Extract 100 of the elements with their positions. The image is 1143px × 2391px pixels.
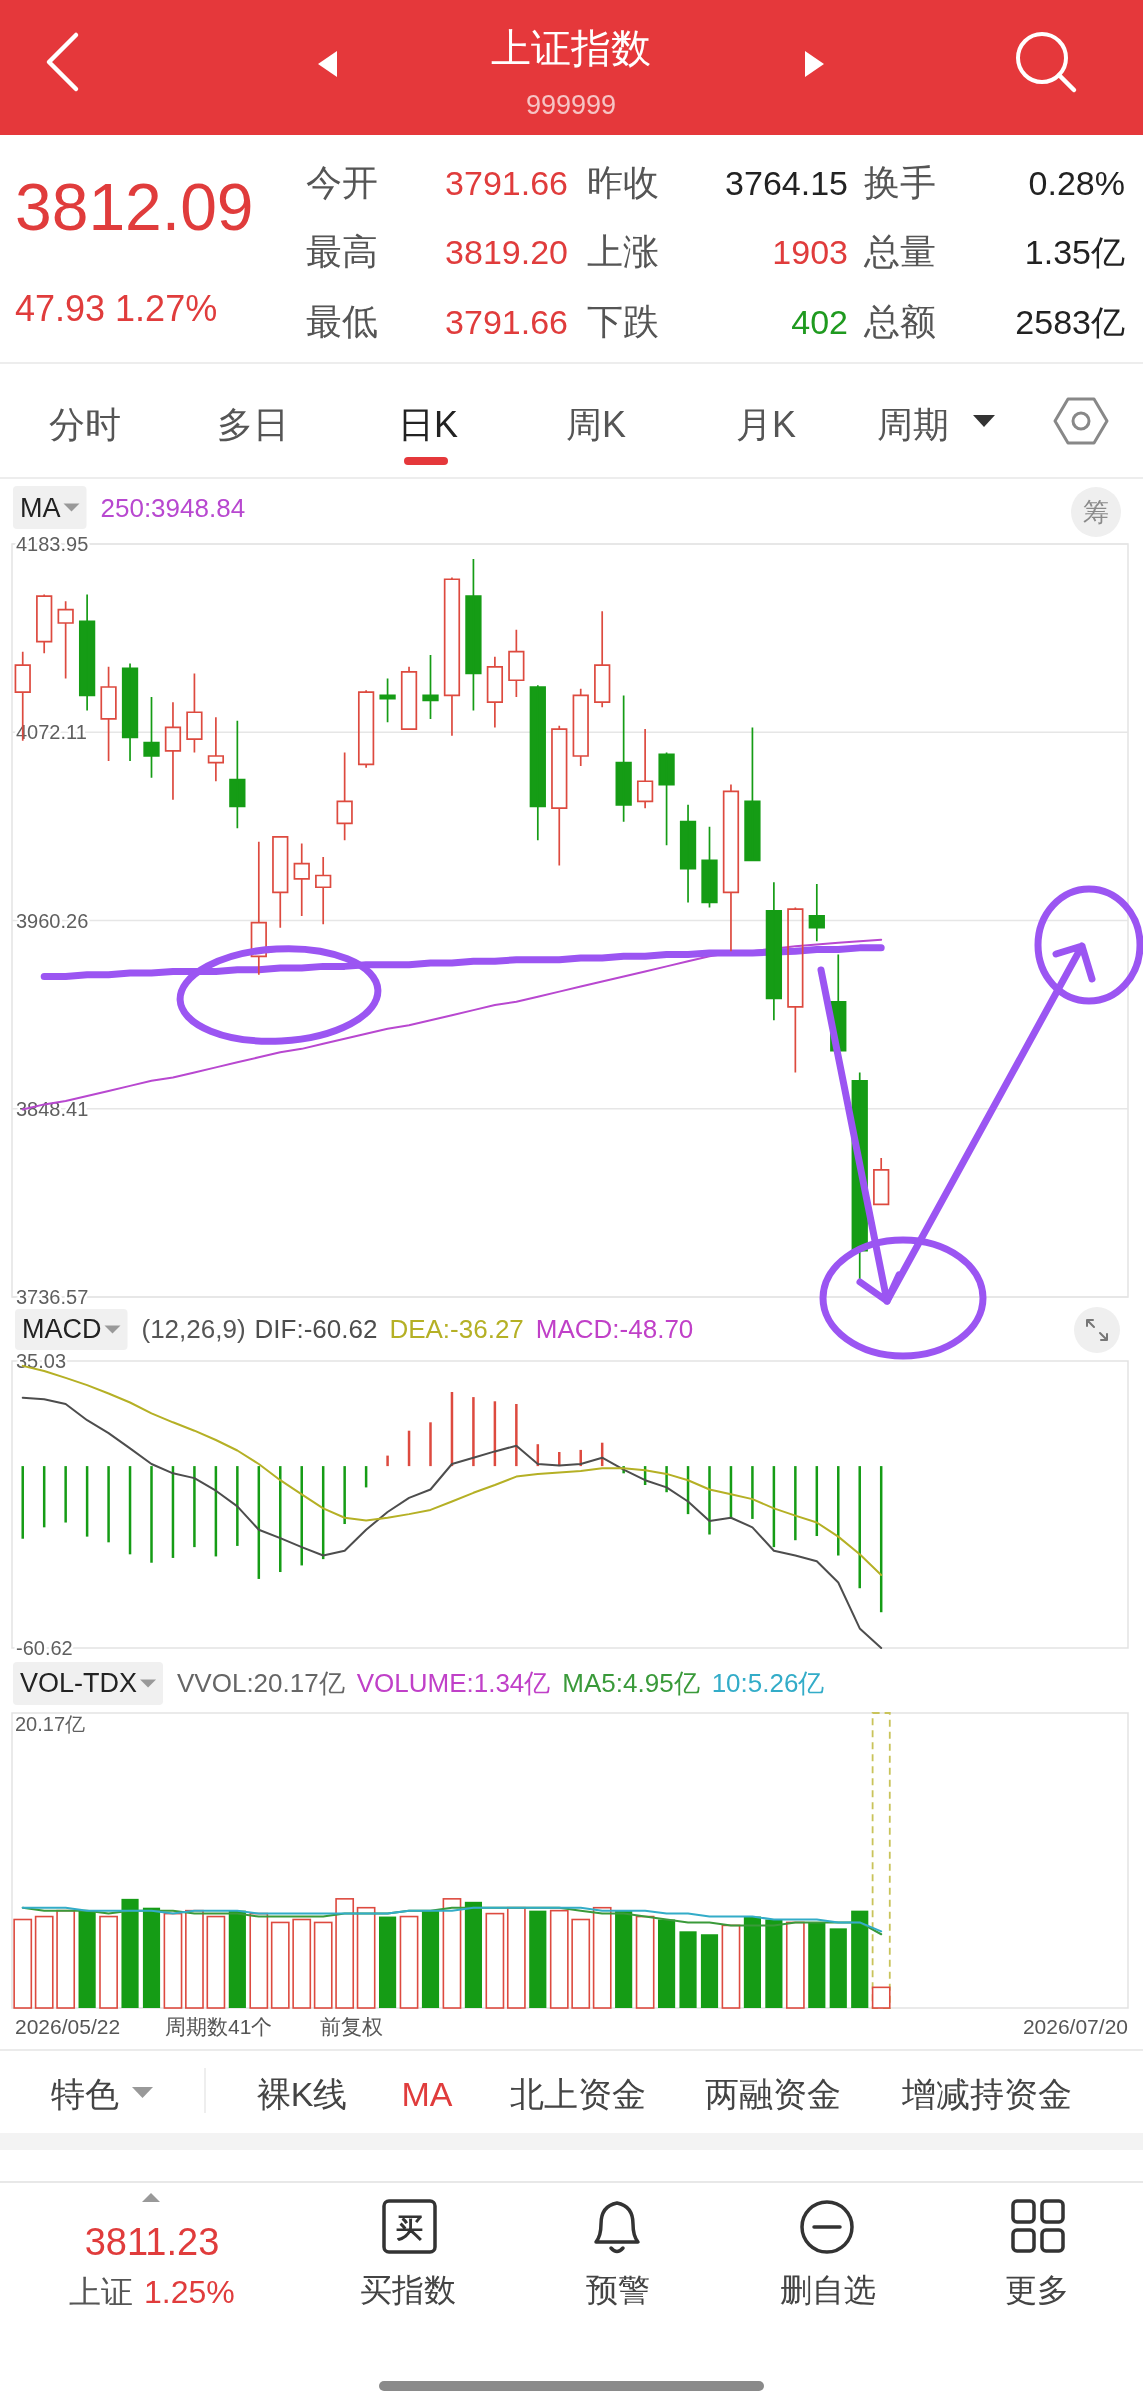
bar <box>721 1924 741 2009</box>
candlestick <box>36 593 53 655</box>
candlestick <box>701 825 718 909</box>
bar <box>635 1915 655 2009</box>
candlestick <box>465 558 482 712</box>
bar <box>679 1931 697 2008</box>
annotation: 20.17亿 <box>15 1713 86 1735</box>
text: 上证指数 <box>491 26 651 70</box>
bar <box>751 1466 754 1519</box>
y-tick-label: 3960.26 <box>16 909 89 932</box>
text: 前复权 <box>320 2015 383 2038</box>
bar <box>378 1916 397 2008</box>
y-tick-label: 3736.57 <box>16 1286 89 1308</box>
text: 周期数41个 <box>165 2015 273 2038</box>
bar <box>421 1910 440 2008</box>
bar <box>442 1898 462 2009</box>
text: 日K <box>397 404 459 445</box>
text: 裸K线 <box>256 2075 348 2113</box>
text: 999999 <box>525 90 617 120</box>
text: 最低 <box>306 301 378 342</box>
candlestick <box>873 1157 890 1206</box>
candlestick <box>679 803 697 904</box>
candlestick <box>658 751 675 847</box>
text: 上涨 <box>587 231 659 272</box>
bar <box>515 1404 518 1467</box>
bar <box>193 1466 196 1548</box>
text: 2026/05/22 <box>15 2015 121 2038</box>
bar <box>163 1912 183 2009</box>
text: 3764.15 <box>725 164 848 202</box>
bar <box>270 1921 290 2009</box>
candlestick <box>78 593 96 712</box>
text: 预警 <box>586 2272 650 2308</box>
text: 402 <box>791 303 848 341</box>
text: 1903 <box>772 233 848 271</box>
bar <box>150 1466 153 1563</box>
bar <box>356 1906 376 2009</box>
text: 北上资金 <box>510 2075 646 2113</box>
candlestick <box>787 906 804 1074</box>
candlestick <box>765 881 783 1022</box>
text: 0.28% <box>1028 164 1125 202</box>
candlestick <box>400 665 418 730</box>
bar <box>206 1915 226 2009</box>
text: 两融资金 <box>705 2075 841 2113</box>
text: MACD:-48.70 <box>535 1314 694 1344</box>
text: DEA:-36.27 <box>389 1314 524 1344</box>
bar <box>657 1919 676 2008</box>
bar <box>99 1915 118 2009</box>
bar <box>708 1466 711 1535</box>
candlestick <box>594 610 611 709</box>
bar <box>399 1915 419 2009</box>
bar <box>472 1397 475 1467</box>
bar <box>571 1918 591 2009</box>
candlestick <box>636 728 654 810</box>
text: 多日 <box>217 404 289 445</box>
candlestick <box>336 751 353 841</box>
candlestick <box>57 600 74 680</box>
candlestick <box>379 677 396 724</box>
bar <box>107 1466 110 1543</box>
text: 今开 <box>306 162 378 203</box>
bar <box>13 1918 33 2009</box>
candlestick <box>229 719 246 830</box>
candlestick <box>186 672 203 754</box>
text: 周K <box>565 404 627 445</box>
candlestick <box>315 856 332 926</box>
bar <box>851 1910 869 2008</box>
text: 3791.66 <box>445 303 568 341</box>
candlestick <box>722 783 740 953</box>
text: VOLUME:1.34亿 <box>356 1668 551 1698</box>
text: 3819.20 <box>445 233 568 271</box>
candlestick <box>121 662 139 762</box>
text: 总量 <box>863 231 936 272</box>
text: 250:3948.84 <box>100 493 246 523</box>
text: 特色 <box>51 2075 119 2113</box>
candlestick <box>207 716 225 783</box>
legend-title: (12,26,9) <box>141 1314 246 1344</box>
text: 月K <box>735 404 797 445</box>
bar <box>871 1986 891 2009</box>
bar <box>343 1466 346 1525</box>
candlestick <box>250 840 267 976</box>
text: 下跌 <box>587 301 659 342</box>
bar <box>249 1912 269 2009</box>
candlestick <box>443 576 461 737</box>
bar <box>700 1934 719 2008</box>
bar <box>228 1910 246 2008</box>
candlestick <box>143 696 160 779</box>
bar <box>765 1919 783 2008</box>
text: 上证 <box>69 2274 133 2310</box>
text: 增减持资金 <box>901 2075 1072 2113</box>
bar <box>785 1921 805 2009</box>
bar <box>549 1909 569 2009</box>
candlestick <box>422 654 439 720</box>
text: 最高 <box>306 231 378 272</box>
candlestick <box>529 684 546 841</box>
candlestick <box>272 835 289 929</box>
y-tick-label: 35.03 <box>16 1350 67 1372</box>
bar <box>34 1915 54 2009</box>
text: 3812.09 <box>15 170 254 244</box>
candlestick <box>508 628 525 698</box>
text: 3811.23 <box>84 2221 220 2263</box>
text: 2026/07/20 <box>1022 2015 1128 2038</box>
